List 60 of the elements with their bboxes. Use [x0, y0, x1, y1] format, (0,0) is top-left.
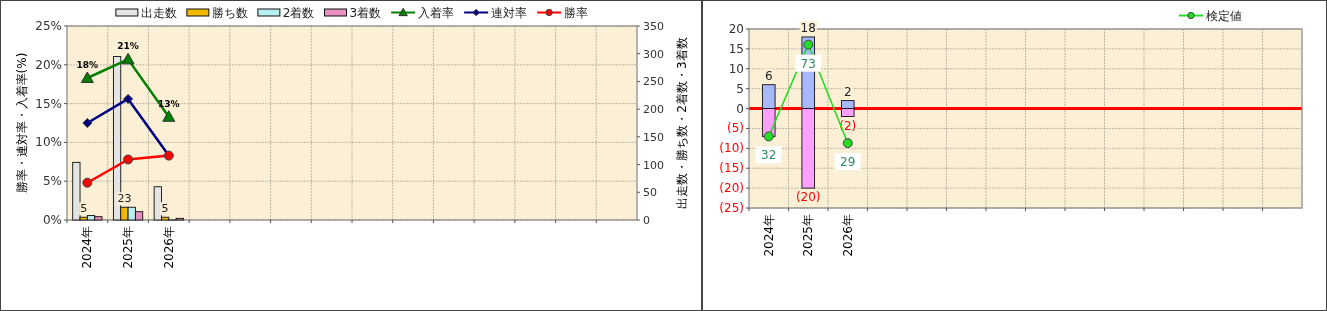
data-label: 73	[800, 56, 816, 71]
data-label: 5	[161, 202, 169, 216]
legend-label: 3着数	[349, 6, 382, 20]
point	[82, 177, 93, 188]
y-tick-label: 5	[736, 81, 744, 96]
y-tick-label: (5)	[727, 121, 744, 136]
data-label: 23	[117, 192, 132, 206]
data-label: 18	[800, 20, 816, 35]
y2-tick-label: 50	[643, 186, 657, 200]
y-tick-label: 5%	[42, 174, 62, 189]
legend-label: 勝率	[564, 6, 589, 20]
point	[80, 71, 94, 83]
y2-tick-label: 150	[643, 130, 664, 144]
y2-tick-label: 0	[643, 214, 650, 227]
point	[82, 118, 93, 128]
y-tick-label: (25)	[719, 201, 744, 215]
y-tick-label: (15)	[719, 161, 744, 176]
y-tick-label: 20	[728, 22, 744, 36]
y-tick-label: 0%	[42, 213, 62, 227]
y-tick-label: 15	[728, 41, 744, 56]
y-tick-label: 20%	[35, 57, 62, 72]
legend-label: 出走数	[140, 6, 177, 20]
y2-tick-label: 250	[643, 75, 664, 89]
y-tick-label: (10)	[719, 141, 744, 156]
x-tick-label: 2026年	[840, 214, 855, 257]
legend-label: 勝ち数	[211, 6, 248, 20]
y-tick-label: 15%	[35, 96, 62, 111]
x-tick-label: 2025年	[801, 214, 816, 257]
point	[123, 93, 134, 104]
x-tick-label: 2026年	[161, 226, 176, 269]
legend-label: 入着率	[418, 6, 455, 20]
data-label: 32	[761, 148, 777, 163]
data-label: 13%	[158, 98, 180, 109]
data-label: (20)	[795, 190, 821, 205]
data-label: 21%	[117, 41, 139, 52]
data-label: 18%	[76, 59, 99, 70]
point	[121, 52, 135, 65]
y-axis-title: 勝率・連対率・入着率(%)	[15, 52, 29, 194]
data-label: 2	[843, 84, 852, 99]
y-tick-label: 10%	[35, 135, 62, 150]
legend-label: 連対率	[491, 6, 528, 20]
point	[162, 110, 176, 122]
legend-label: 検定値	[1206, 9, 1242, 23]
data-label: 29	[840, 155, 856, 170]
data-label: 6	[764, 68, 773, 83]
x-tick-label: 2024年	[761, 214, 776, 257]
y-tick-label: 10	[728, 61, 744, 76]
legend-label: 2着数	[282, 6, 315, 20]
y-tick-label: 25%	[35, 19, 62, 33]
x-tick-label: 2025年	[121, 226, 136, 269]
x-tick-label: 2024年	[80, 226, 95, 269]
y-tick-label: (20)	[719, 181, 744, 196]
point	[123, 154, 134, 165]
y2-tick-label: 350	[643, 20, 664, 33]
y2-axis-title: 出走数・勝ち数・2着数・3着数	[675, 37, 689, 209]
y2-tick-label: 100	[643, 158, 664, 172]
y2-tick-label: 200	[643, 103, 664, 117]
y2-tick-label: 300	[643, 47, 664, 61]
y-tick-label: 0	[736, 101, 744, 116]
data-label: 5	[80, 202, 88, 216]
